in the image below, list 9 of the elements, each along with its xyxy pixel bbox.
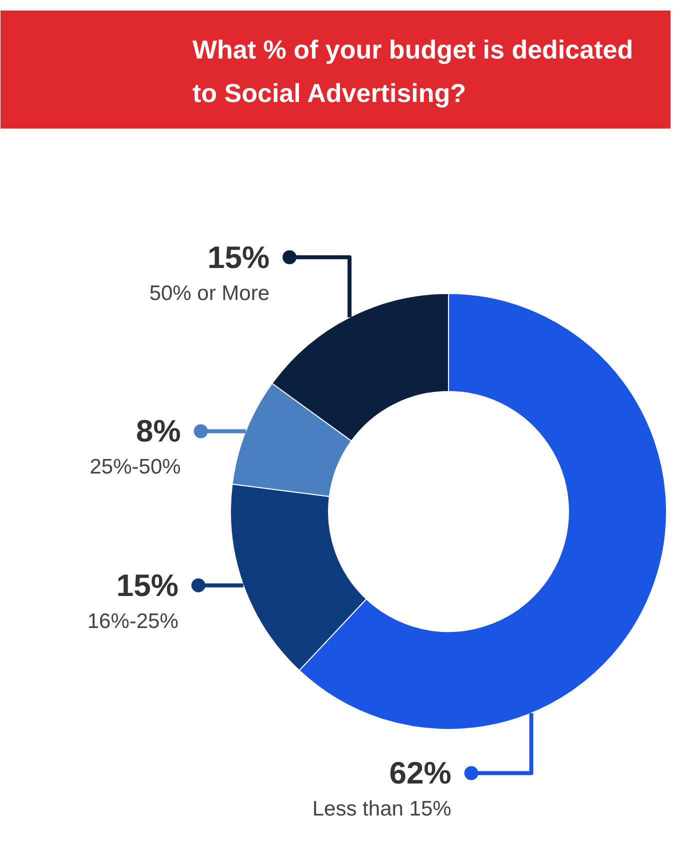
chart-title: What % of your budget is dedicated to Social Advertising? bbox=[192, 34, 634, 108]
legend-label: 50% or More bbox=[149, 282, 270, 305]
data-label: 8% bbox=[136, 414, 181, 449]
data-label: 62% bbox=[389, 756, 452, 791]
legend-label: 25%-50% bbox=[90, 456, 181, 479]
data-label: 15% bbox=[116, 568, 178, 603]
legend-label: Less than 15% bbox=[312, 798, 452, 821]
data-label: 15% bbox=[207, 240, 270, 275]
legend-label: 16%-25% bbox=[87, 610, 178, 633]
